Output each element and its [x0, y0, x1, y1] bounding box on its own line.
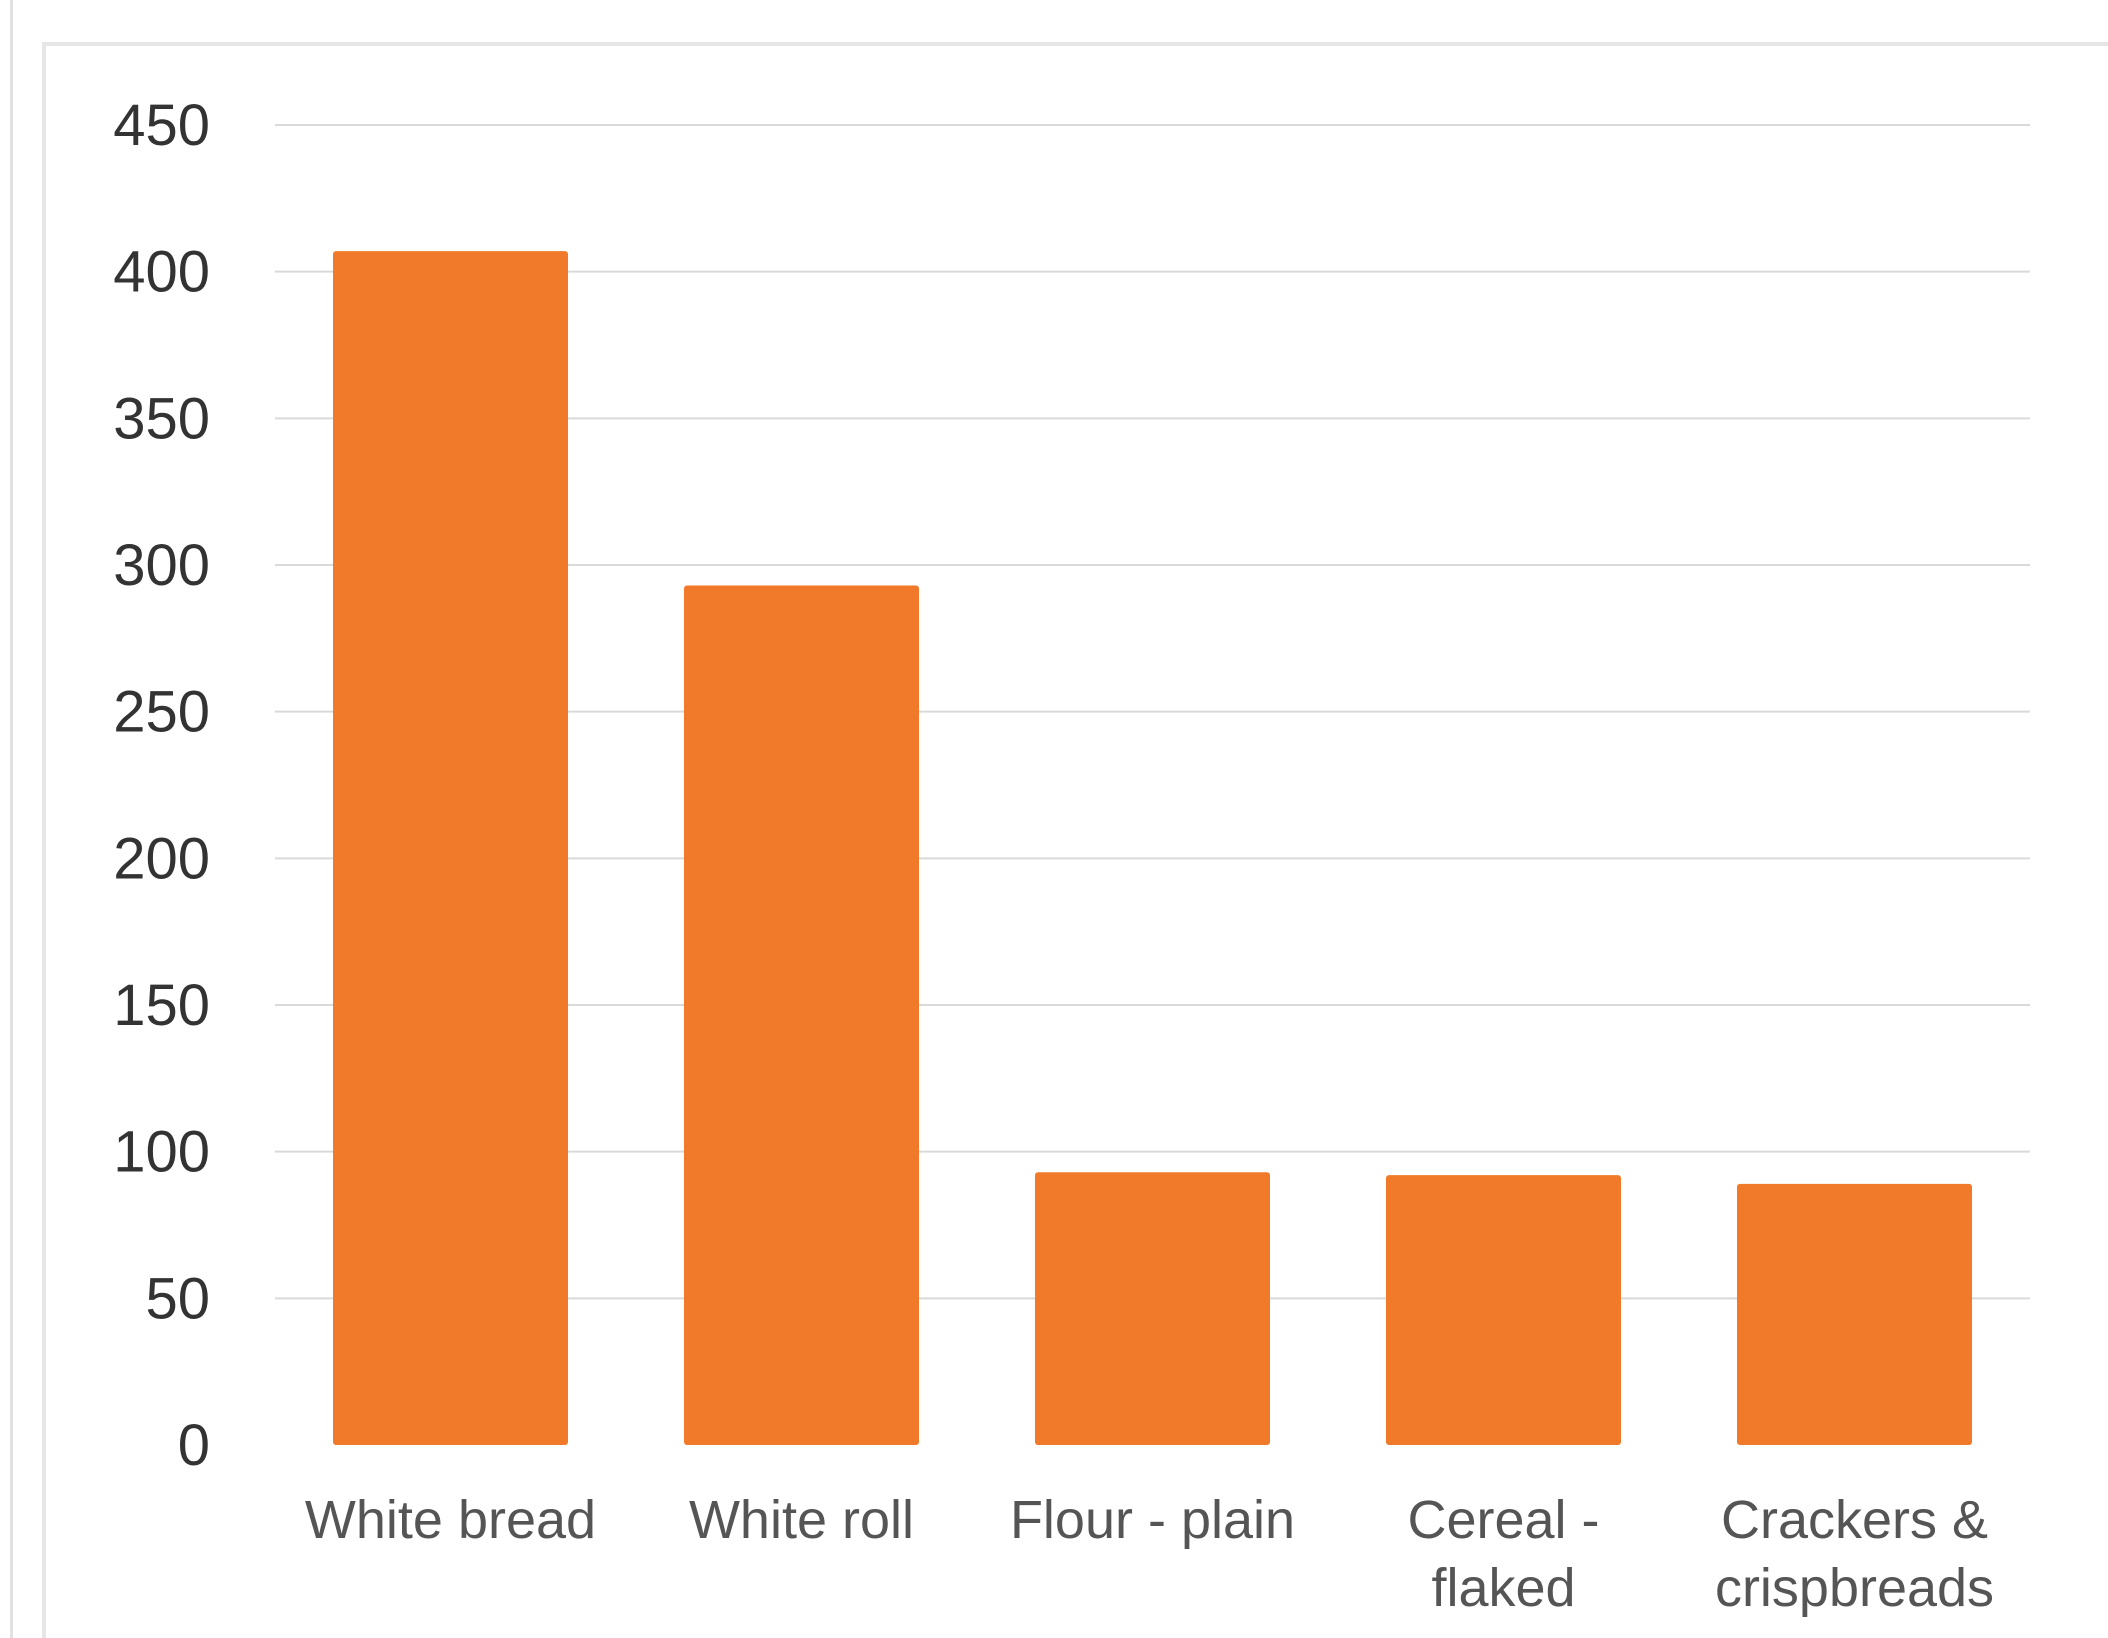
y-tick-label: 0 [178, 1413, 210, 1478]
y-tick-label: 350 [113, 386, 210, 451]
chart-frame [10, 0, 2108, 1638]
x-category-label: White bread [305, 1490, 596, 1550]
x-category-label: Flour - plain [1010, 1490, 1295, 1550]
bar [1035, 1172, 1270, 1445]
y-tick-label: 150 [113, 973, 210, 1038]
y-tick-label: 100 [113, 1120, 210, 1185]
bar [1737, 1183, 1972, 1445]
y-tick-label: 250 [113, 680, 210, 745]
bar [333, 251, 568, 1446]
x-category-label: flaked [1431, 1558, 1575, 1618]
y-tick-label: 300 [113, 533, 210, 598]
bar [684, 585, 919, 1445]
y-tick-label: 200 [113, 826, 210, 891]
x-category-label: crispbreads [1715, 1558, 1994, 1618]
y-tick-label: 450 [113, 93, 210, 158]
x-axis-category-labels: White bread White roll Flour - plain Cereal… [305, 1490, 1994, 1618]
y-tick-label: 400 [113, 240, 210, 305]
bar [1386, 1175, 1621, 1445]
y-tick-label: 50 [145, 1266, 210, 1331]
x-category-label: White roll [689, 1490, 914, 1550]
y-axis-tick-labels: 0 50 100 150 200 250 300 350 400 450 [113, 93, 210, 1478]
x-category-label: Cereal - [1407, 1490, 1599, 1550]
bars [333, 251, 1972, 1446]
x-category-label: Crackers & [1721, 1490, 1988, 1550]
